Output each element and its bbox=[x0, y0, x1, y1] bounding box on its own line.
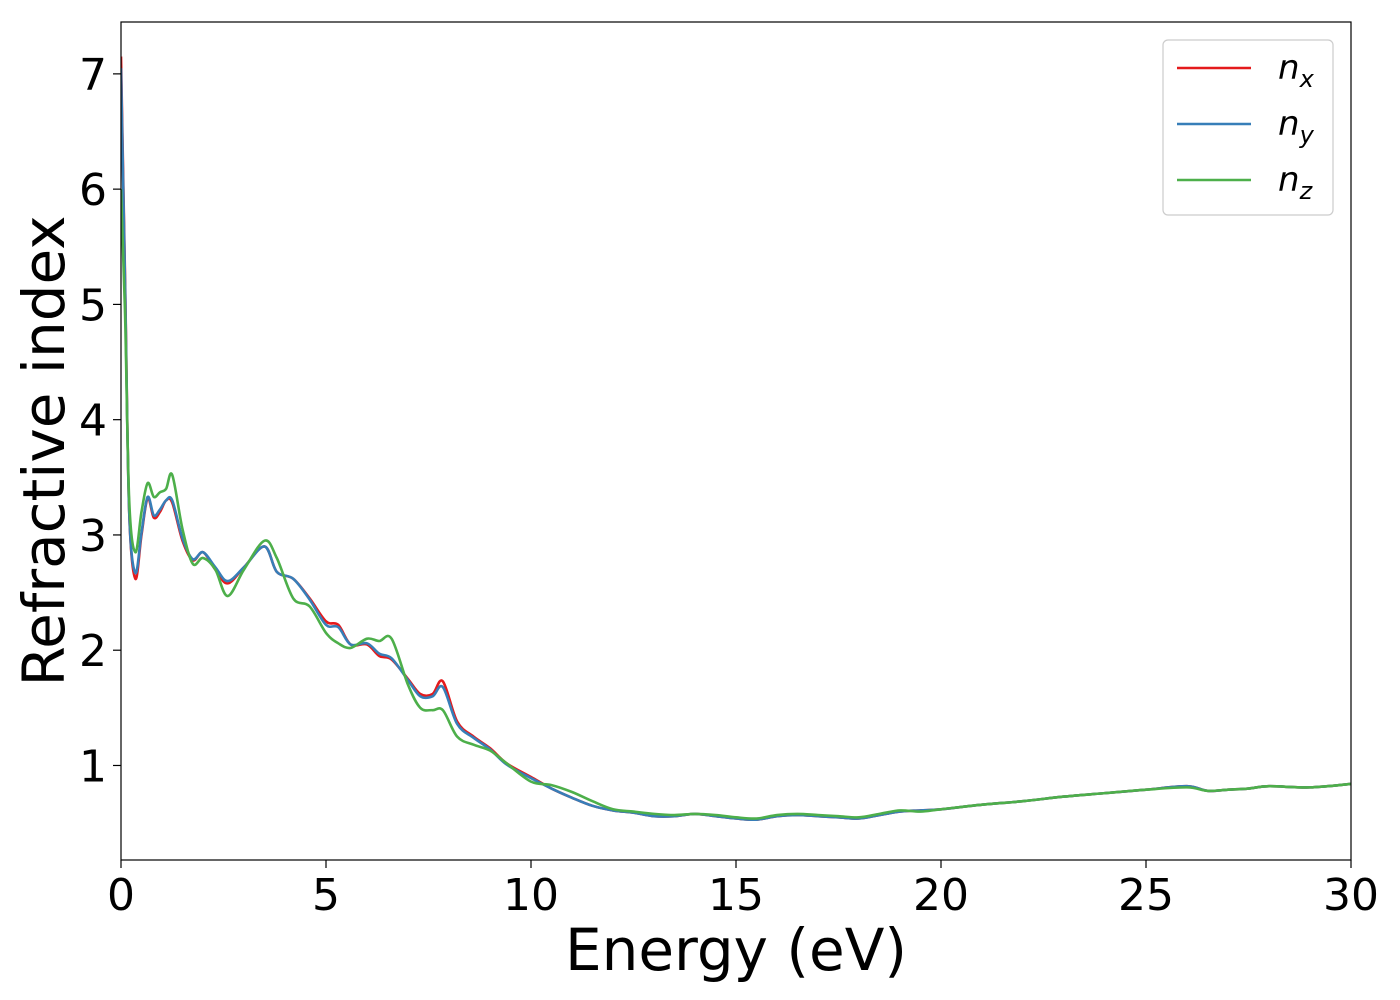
legend-label-z: nz bbox=[1278, 160, 1314, 205]
x-tick-label: 30 bbox=[1323, 870, 1379, 921]
y-tick-label: 6 bbox=[79, 165, 107, 216]
x-tick-label: 20 bbox=[913, 870, 969, 921]
y-axis-label: Refractive index bbox=[10, 215, 78, 686]
y-tick-label: 2 bbox=[79, 626, 107, 677]
legend-label-x: nx bbox=[1278, 48, 1315, 93]
legend-label-y: ny bbox=[1278, 104, 1315, 149]
series-line-z bbox=[121, 189, 1351, 820]
plot-lines bbox=[121, 56, 1351, 822]
x-tick-label: 25 bbox=[1118, 870, 1174, 921]
x-axis-ticks: 0 5 10 15 20 25 30 bbox=[107, 860, 1379, 921]
legend-label-subscript: z bbox=[1299, 177, 1314, 205]
x-tick-label: 0 bbox=[107, 870, 135, 921]
x-tick-label: 10 bbox=[503, 870, 559, 921]
legend-label-base: n bbox=[1278, 160, 1300, 200]
legend-label-base: n bbox=[1278, 104, 1300, 144]
x-axis-label: Energy (eV) bbox=[565, 916, 907, 984]
x-tick-label: 15 bbox=[708, 870, 764, 921]
y-tick-label: 7 bbox=[79, 50, 107, 101]
x-tick-label: 5 bbox=[312, 870, 340, 921]
y-axis-ticks: 1 2 3 4 5 6 7 bbox=[79, 50, 121, 792]
legend-label-base: n bbox=[1278, 48, 1300, 88]
legend-label-subscript: y bbox=[1299, 121, 1315, 149]
y-tick-label: 4 bbox=[79, 396, 107, 447]
y-tick-label: 3 bbox=[79, 511, 107, 562]
y-tick-label: 5 bbox=[79, 280, 107, 331]
legend-label-subscript: x bbox=[1299, 65, 1315, 93]
legend-box bbox=[1162, 39, 1334, 216]
y-tick-label: 1 bbox=[79, 741, 107, 792]
